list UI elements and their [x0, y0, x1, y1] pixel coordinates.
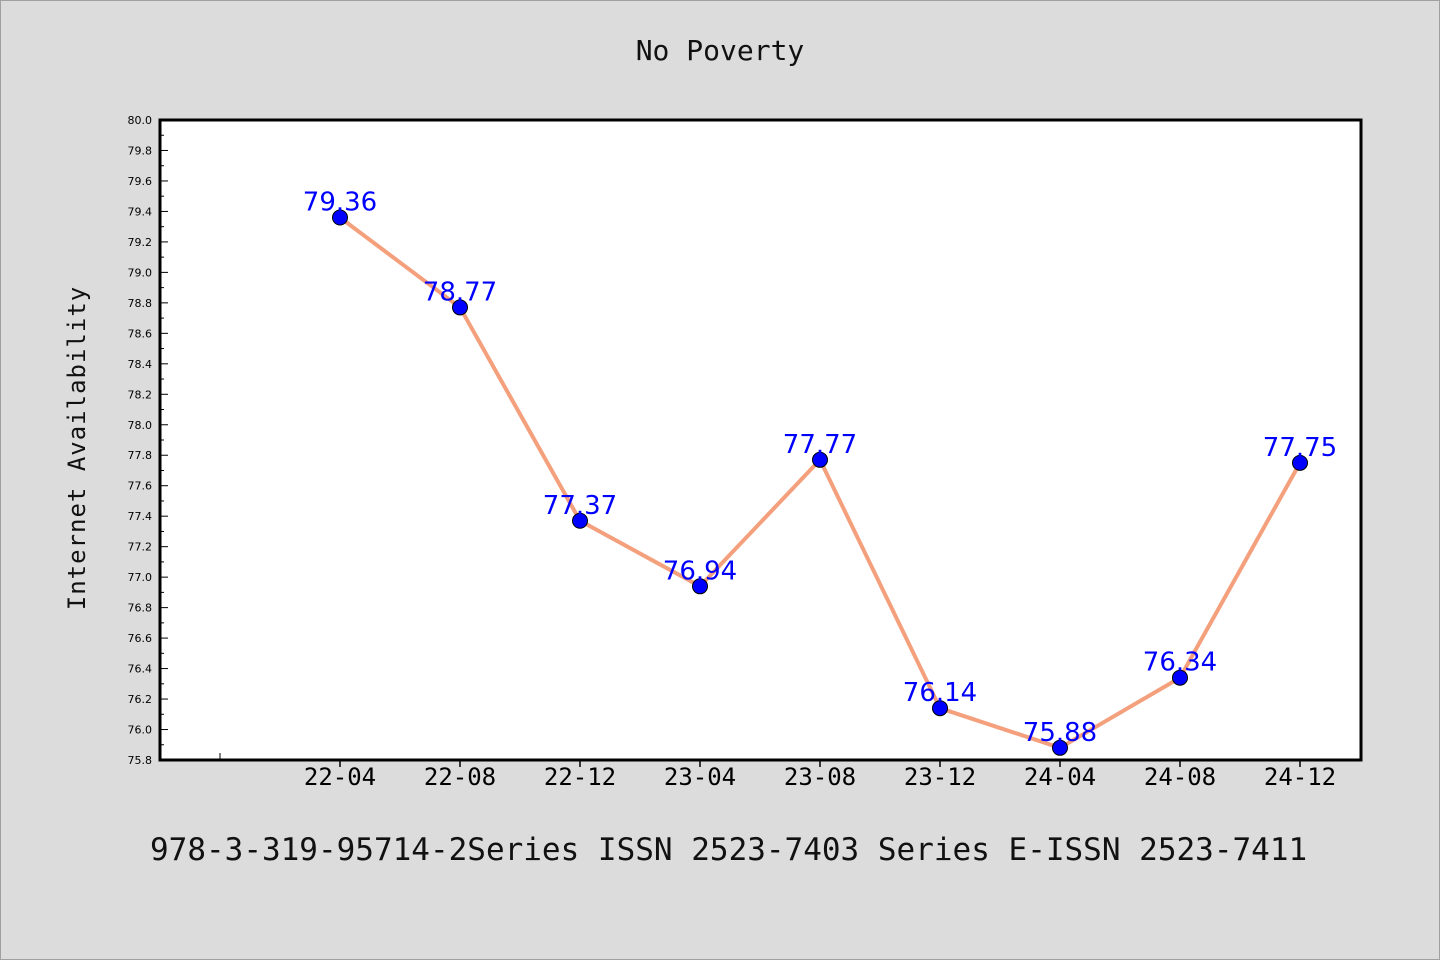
y-tick-label: 78.8 — [128, 297, 153, 310]
data-point — [332, 209, 348, 226]
series-layer: 79.36 78.77 77.37 76.94 77.77 76.14 75.88 76.34… — [303, 188, 1337, 756]
x-tick-label: 22-12 — [544, 763, 616, 791]
y-tick-label: 77.0 — [128, 571, 153, 584]
data-point — [812, 451, 828, 468]
x-tick-label: 23-04 — [664, 763, 736, 791]
y-tick-label: 77.2 — [128, 541, 153, 554]
x-tick-label: 22-04 — [304, 763, 376, 791]
y-tick-label: 78.4 — [128, 358, 153, 371]
y-tick-label: 76.4 — [128, 663, 153, 676]
y-tick-label: 77.4 — [128, 510, 153, 523]
data-label: 78.77 — [423, 277, 497, 307]
data-label: 77.37 — [543, 491, 617, 521]
y-tick-label: 79.0 — [128, 266, 153, 279]
y-tick-label: 79.4 — [128, 205, 153, 218]
y-tick-label: 77.6 — [128, 480, 153, 493]
x-tick-label: 23-08 — [784, 763, 856, 791]
data-label: 76.14 — [903, 678, 977, 708]
y-tick-label: 78.2 — [128, 388, 153, 401]
y-tick-label: 76.8 — [128, 602, 153, 615]
data-label: 76.34 — [1143, 648, 1217, 678]
data-point — [692, 578, 708, 595]
x-tick-label: 24-12 — [1264, 763, 1336, 791]
data-label: 77.75 — [1263, 433, 1337, 463]
x-tick-label: 23-12 — [904, 763, 976, 791]
y-tick-label: 79.6 — [128, 175, 153, 188]
x-tick-label: 24-08 — [1144, 763, 1216, 791]
chart-title: No Poverty — [635, 34, 805, 67]
data-point — [452, 299, 468, 316]
data-label: 79.36 — [303, 188, 377, 218]
y-tick-label: 78.6 — [128, 327, 153, 340]
x-tick-label: 22-08 — [424, 763, 496, 791]
x-tick-label: 24-04 — [1024, 763, 1096, 791]
data-label: 75.88 — [1023, 718, 1097, 748]
axis-ticks: 75.8 76.0 76.2 76.4 76.6 76.8 77.0 77.2 77.4 77.6… — [128, 114, 1337, 791]
y-tick-label: 79.8 — [128, 144, 153, 157]
data-point — [1052, 739, 1068, 756]
data-point — [572, 512, 588, 529]
plot-border — [158, 118, 1363, 762]
y-tick-label: 76.2 — [128, 693, 153, 706]
footer-text: 978-3-319-95714-2Series ISSN 2523-7403 S… — [150, 832, 1308, 868]
data-label: 77.77 — [783, 430, 857, 460]
y-tick-label: 76.6 — [128, 632, 153, 645]
y-tick-label: 79.2 — [128, 236, 153, 249]
data-point — [1172, 669, 1188, 686]
y-tick-label: 77.8 — [128, 449, 153, 462]
data-label: 76.94 — [663, 556, 737, 586]
y-tick-label: 80.0 — [128, 114, 153, 127]
plot-area — [160, 120, 1361, 760]
data-point — [932, 700, 948, 717]
data-point — [1292, 454, 1308, 471]
y-tick-label: 76.0 — [128, 724, 153, 737]
y-tick-label: 78.0 — [128, 419, 153, 432]
y-tick-label: 75.8 — [128, 754, 153, 767]
